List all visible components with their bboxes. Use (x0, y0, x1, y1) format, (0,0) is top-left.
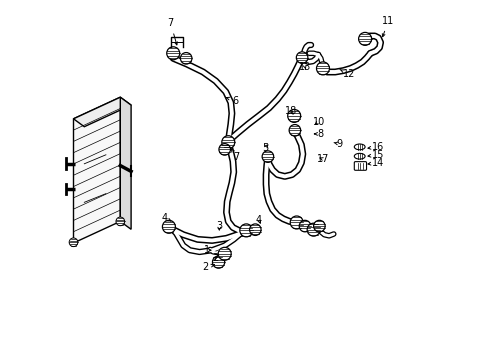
Circle shape (212, 256, 224, 268)
Text: 8: 8 (314, 129, 323, 139)
Circle shape (306, 223, 320, 236)
Ellipse shape (354, 144, 365, 150)
Circle shape (69, 238, 78, 247)
Circle shape (288, 125, 300, 136)
Circle shape (249, 224, 261, 235)
Polygon shape (73, 97, 131, 127)
Text: 7: 7 (231, 149, 239, 162)
Circle shape (116, 217, 124, 226)
Text: 17: 17 (316, 154, 328, 164)
Text: 6: 6 (226, 96, 238, 106)
Text: 3: 3 (216, 221, 222, 231)
Text: 13: 13 (298, 62, 310, 72)
Circle shape (289, 216, 303, 229)
Text: 2: 2 (211, 253, 218, 264)
Circle shape (296, 52, 307, 63)
Text: 1: 1 (203, 245, 211, 255)
Circle shape (162, 220, 175, 233)
Circle shape (222, 136, 234, 149)
Ellipse shape (354, 153, 365, 159)
Circle shape (316, 62, 329, 75)
Circle shape (166, 47, 179, 60)
Text: 7: 7 (167, 18, 177, 45)
Text: 12: 12 (339, 69, 354, 79)
Circle shape (358, 32, 371, 45)
Text: 4: 4 (161, 213, 170, 223)
Text: 14: 14 (367, 158, 384, 168)
Text: 5: 5 (262, 143, 268, 153)
Circle shape (219, 144, 230, 155)
Polygon shape (120, 97, 131, 229)
Text: 4: 4 (255, 215, 262, 225)
Text: 10: 10 (312, 117, 324, 127)
Circle shape (239, 224, 252, 237)
Circle shape (299, 220, 310, 232)
Text: 15: 15 (367, 150, 384, 160)
Circle shape (218, 247, 231, 260)
Circle shape (287, 109, 300, 122)
Text: 9: 9 (333, 139, 342, 149)
Polygon shape (73, 97, 120, 243)
Text: 2: 2 (202, 262, 214, 272)
Text: 16: 16 (367, 142, 384, 152)
Circle shape (180, 53, 192, 64)
FancyBboxPatch shape (354, 162, 366, 170)
Circle shape (313, 220, 325, 232)
Circle shape (262, 151, 273, 162)
Text: 18: 18 (284, 106, 296, 116)
Text: 11: 11 (382, 16, 394, 37)
